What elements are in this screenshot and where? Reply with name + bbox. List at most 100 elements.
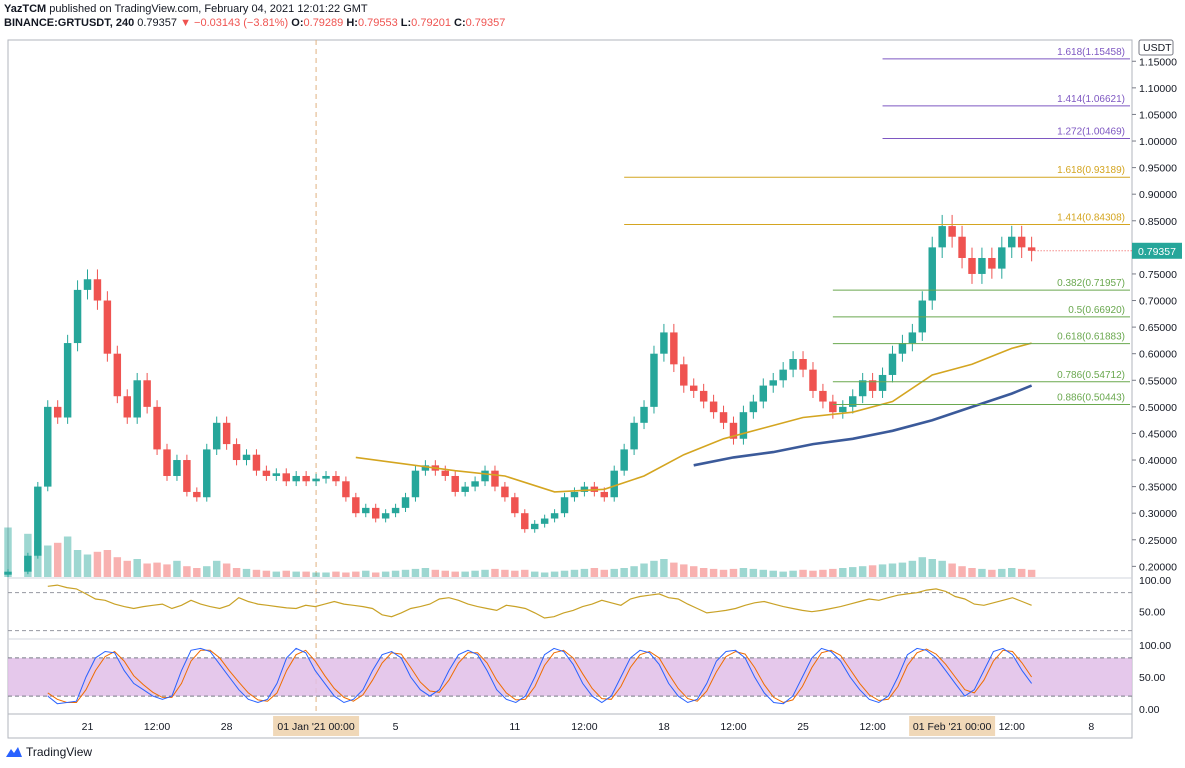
fib-level-label: 1.414(1.06621): [1057, 94, 1125, 105]
moving-average-slow: [693, 384, 1033, 467]
time-axis-label: 8: [1088, 721, 1094, 733]
volume-bar: [511, 570, 519, 577]
stoch-axis-label: 0.00: [1139, 704, 1160, 716]
volume-bar: [44, 545, 52, 577]
candle-body: [789, 359, 797, 370]
time-axis-label: 12:00: [999, 721, 1025, 733]
current-price-label: 0.79357: [1138, 246, 1176, 258]
volume-bar: [530, 571, 539, 577]
volume-bar: [550, 571, 559, 577]
candle-body: [908, 332, 917, 344]
candle-body: [133, 380, 141, 418]
candle-body: [332, 475, 340, 482]
candle-body: [709, 401, 718, 413]
volume-bar: [689, 566, 698, 577]
fib-level-label: 0.618(0.61883): [1057, 332, 1125, 343]
volume-bar: [232, 568, 241, 577]
candle-body: [719, 412, 728, 423]
volume-bar: [332, 571, 340, 577]
volume-bar: [829, 568, 837, 577]
volume-bar: [401, 569, 410, 577]
current-price-box: [1132, 242, 1182, 259]
candle-body: [4, 571, 12, 575]
candle-body: [769, 380, 777, 386]
candle-body: [610, 470, 618, 498]
candle-body: [1017, 236, 1026, 248]
candle-body: [729, 422, 738, 439]
price-chart[interactable]: 1.15000 1.10000 1.05000 1.00000 0.95000 0.900…: [0, 0, 1185, 740]
volume-bar: [739, 568, 748, 577]
candle-body: [34, 486, 42, 556]
candle-body: [998, 247, 1006, 269]
stoch-axis-label: 100.00: [1139, 640, 1171, 652]
volume-bar: [362, 570, 370, 577]
price-axis-label: 0.30000: [1139, 508, 1177, 520]
time-axis-label: 18: [658, 721, 670, 733]
volume-bar: [282, 570, 290, 577]
volume-bar: [898, 562, 907, 577]
footer-brand[interactable]: TradingView: [6, 745, 92, 759]
volume-bar: [491, 568, 499, 577]
tradingview-logo-icon: [6, 747, 22, 757]
volume-bar: [113, 557, 122, 577]
candle-body: [540, 518, 549, 524]
volume-bar: [540, 572, 549, 577]
volume-bar: [302, 571, 310, 577]
volume-bar: [729, 568, 738, 577]
volume-bar: [620, 568, 628, 577]
volume-bar: [878, 564, 887, 577]
candle-body: [123, 396, 131, 418]
candle-body: [441, 470, 450, 476]
volume-bar: [322, 572, 330, 577]
volume-bar: [411, 568, 420, 577]
price-axis-label: 0.25000: [1139, 535, 1177, 547]
candle-body: [153, 406, 161, 450]
volume-bar: [968, 568, 976, 577]
stoch-band: [8, 657, 1132, 697]
candle-body: [282, 473, 290, 482]
candle-body: [968, 257, 976, 274]
high-value: 0.79553: [357, 17, 398, 29]
volume-bar: [978, 568, 986, 577]
volume-bar: [749, 568, 758, 577]
volume-bar: [868, 565, 877, 577]
candle-body: [680, 364, 688, 386]
volume-bar: [501, 569, 509, 577]
volume-bar: [153, 562, 161, 577]
candle-body: [878, 374, 887, 391]
volume-bar: [421, 568, 430, 577]
time-highlight-box: [909, 716, 996, 736]
volume-bar: [769, 570, 777, 577]
volume-bar: [352, 571, 360, 577]
candle-body: [550, 513, 559, 519]
time-highlight-box: [273, 716, 360, 736]
volume-bar: [93, 551, 102, 577]
volume-bar: [471, 570, 479, 577]
close-label: C:: [454, 17, 466, 29]
candle-body: [103, 300, 112, 354]
volume-bar: [461, 571, 469, 577]
down-arrow-icon: ▼: [180, 17, 191, 29]
candle-body: [193, 491, 201, 498]
volume-bar: [799, 569, 807, 577]
volume-bar: [600, 569, 609, 577]
publisher-name: YazTCM: [4, 3, 47, 15]
volume-bar: [888, 563, 897, 577]
volume-bar: [948, 563, 956, 577]
candle-body: [411, 470, 420, 498]
candle-body: [779, 369, 787, 381]
symbol-info: BINANCE:GRTUSDT, 240 0.79357 ▼ −0.03143 …: [4, 17, 505, 29]
candle-body: [521, 513, 529, 530]
volume-bar: [262, 570, 271, 577]
volume-bar: [918, 557, 927, 577]
volume-bar: [680, 564, 688, 577]
candle-body: [699, 390, 708, 402]
volume-bar: [988, 569, 996, 577]
volume-bar: [819, 569, 827, 577]
currency-box: [1138, 39, 1174, 56]
candle-body: [24, 555, 32, 572]
price-axis-label: 1.05000: [1139, 109, 1177, 121]
price-axis-label: 0.60000: [1139, 349, 1177, 361]
candle-body: [63, 343, 72, 418]
candle-body: [849, 396, 857, 407]
